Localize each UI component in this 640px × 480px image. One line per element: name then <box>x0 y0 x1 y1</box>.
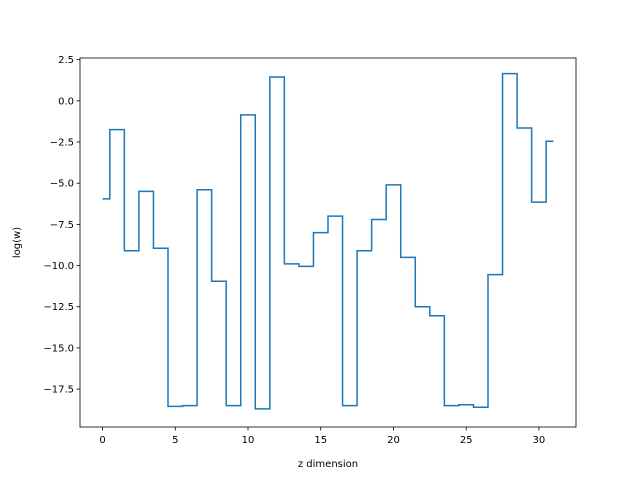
x-axis-label: z dimension <box>298 459 358 470</box>
y-tick-label: −2.5 <box>50 138 74 149</box>
y-tick-label: −15.0 <box>43 343 74 354</box>
y-tick-label: −10.0 <box>43 261 74 272</box>
x-axis: 0 5 10 15 20 25 30 <box>99 427 545 446</box>
x-tick-label: 25 <box>460 435 473 446</box>
y-axis-label: log(w) <box>12 227 23 258</box>
series-layer <box>102 72 554 410</box>
x-tick-label: 0 <box>99 435 105 446</box>
y-tick-label: −17.5 <box>43 385 74 396</box>
x-tick-label: 20 <box>387 435 400 446</box>
x-tick-label: 5 <box>172 435 178 446</box>
y-tick-label: 0.0 <box>58 96 74 107</box>
series-line <box>102 72 554 410</box>
x-tick-label: 15 <box>314 435 327 446</box>
y-axis: 2.5 0.0 −2.5 −5.0 −7.5 −10.0 −12.5 −15.0 −17.5 <box>43 55 80 396</box>
x-tick-label: 10 <box>242 435 255 446</box>
plot-frame <box>79 57 577 428</box>
y-tick-label: −12.5 <box>43 302 74 313</box>
y-tick-label: −7.5 <box>50 220 74 231</box>
x-tick-label: 30 <box>533 435 546 446</box>
y-tick-label: 2.5 <box>58 55 74 66</box>
plot-area <box>80 58 576 427</box>
y-tick-label: −5.0 <box>50 179 74 190</box>
